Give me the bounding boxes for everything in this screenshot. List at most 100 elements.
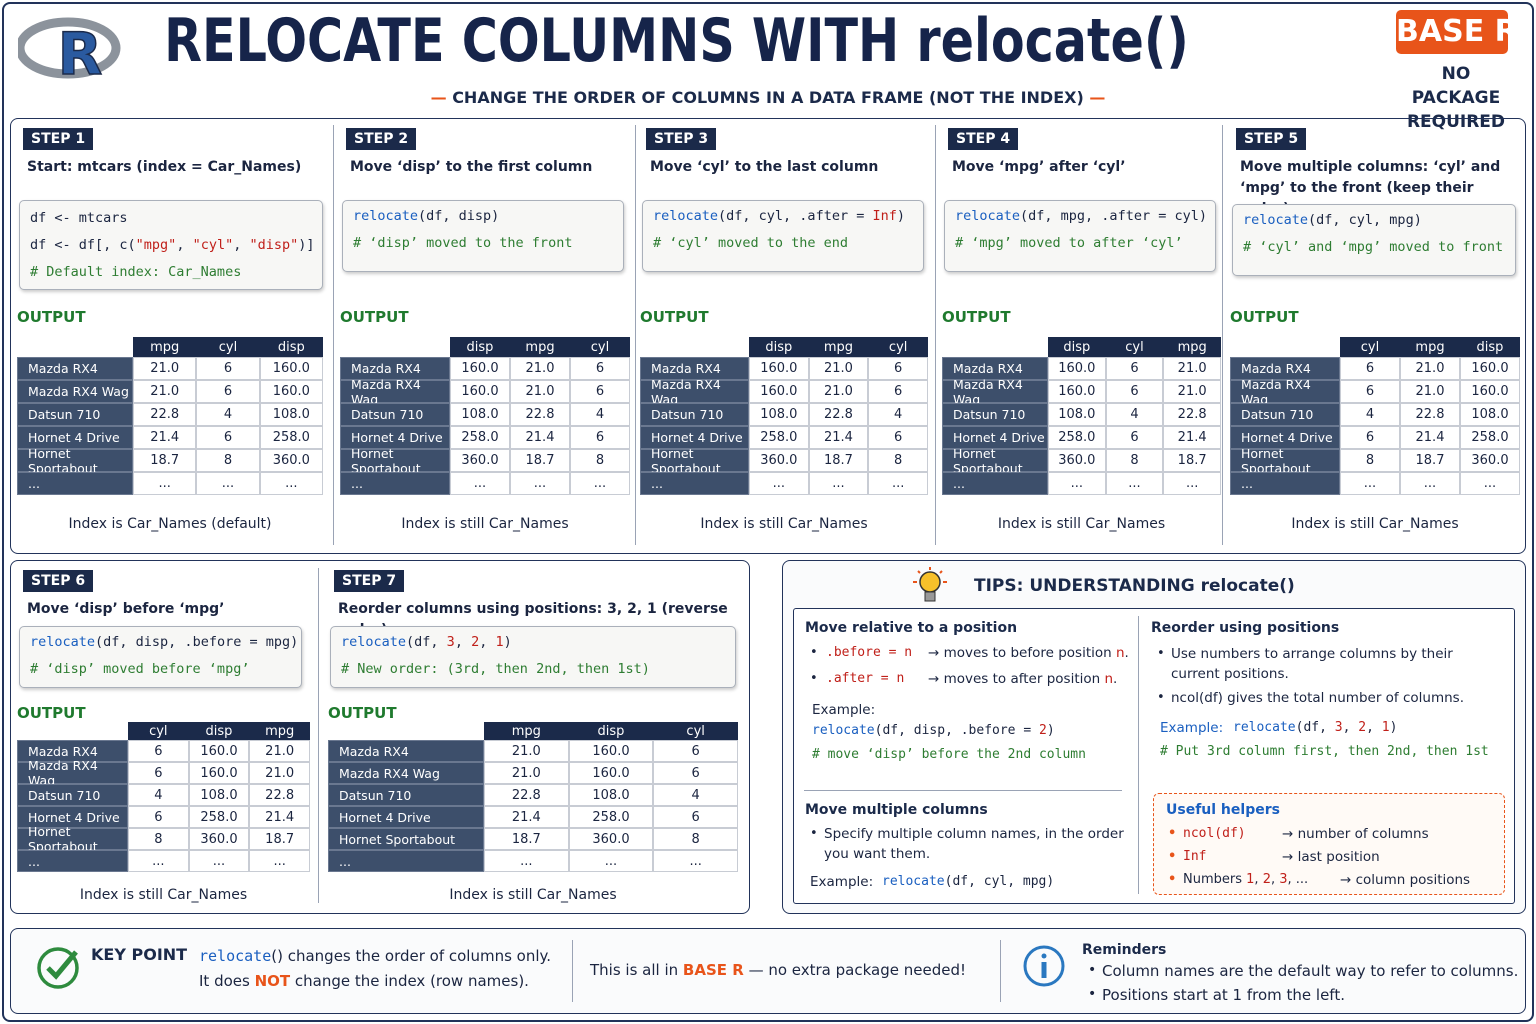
helper-text: → number of columns bbox=[1282, 826, 1429, 842]
row-name: Hornet 4 Drive bbox=[328, 806, 484, 828]
table-cell: 360.0 bbox=[749, 449, 809, 472]
table-cell: 108.0 bbox=[1048, 403, 1106, 426]
table-cell: 258.0 bbox=[450, 426, 510, 449]
code-line: # Default index: Car_Names bbox=[30, 264, 242, 280]
tip-comment: # Put 3rd column first, then 2nd, then 1… bbox=[1160, 744, 1489, 759]
table-cell: 108.0 bbox=[1460, 403, 1520, 426]
table-cell: 6 bbox=[868, 426, 928, 449]
r-logo: R bbox=[18, 17, 121, 89]
table-cell: 160.0 bbox=[568, 762, 654, 784]
table-cell: ... bbox=[128, 850, 189, 872]
table-cell: 360.0 bbox=[1048, 449, 1106, 472]
table-cell: ... bbox=[808, 472, 869, 495]
table-cell: ... bbox=[653, 850, 738, 872]
bullet: • bbox=[810, 826, 818, 841]
table-cell: 6 bbox=[196, 426, 260, 449]
row-name: Mazda RX4 bbox=[640, 357, 749, 380]
code-box: relocate(df, cyl, mpg) # ‘cyl’ and ‘mpg’ … bbox=[1232, 204, 1516, 276]
table-cell: 6 bbox=[196, 380, 260, 403]
column-header: cyl bbox=[1105, 337, 1164, 357]
tip-example-label: Example: bbox=[1160, 720, 1224, 736]
helper-text: → last position bbox=[1282, 849, 1380, 865]
bullet: • bbox=[1168, 849, 1177, 864]
column-header: cyl bbox=[128, 722, 189, 740]
column-header: disp bbox=[1048, 337, 1106, 357]
column-header: cyl bbox=[868, 337, 928, 357]
code-line: relocate(df, cyl, mpg) bbox=[1243, 212, 1422, 228]
row-name: Mazda RX4 bbox=[1230, 357, 1340, 380]
table-cell: 18.7 bbox=[133, 449, 197, 472]
table-cell: ... bbox=[868, 472, 928, 495]
index-note: Index is still Car_Names bbox=[449, 887, 617, 903]
column-header: disp bbox=[749, 337, 809, 357]
bullet: • bbox=[1157, 646, 1165, 661]
table-cell: 6 bbox=[1105, 426, 1164, 449]
divider bbox=[635, 125, 636, 545]
table-cell: 22.8 bbox=[510, 403, 570, 426]
row-name: ... bbox=[17, 850, 128, 872]
footer-panel bbox=[10, 928, 1526, 1014]
step-desc: Move ‘mpg’ after ‘cyl’ bbox=[952, 159, 1126, 175]
logo-letter: R bbox=[58, 20, 103, 88]
reminders-title: Reminders bbox=[1082, 942, 1167, 958]
table-cell: 160.0 bbox=[188, 740, 250, 762]
table-cell: ... bbox=[1460, 472, 1520, 495]
table-cell: ... bbox=[1105, 472, 1164, 495]
table-cell: 22.8 bbox=[133, 403, 197, 426]
subtitle: — CHANGE THE ORDER OF COLUMNS IN A DATA … bbox=[430, 88, 1106, 107]
row-name: Mazda RX4 Wag bbox=[1230, 377, 1340, 407]
table-cell: 8 bbox=[196, 449, 260, 472]
divider bbox=[572, 940, 573, 1002]
table-cell: 21.0 bbox=[133, 357, 197, 380]
row-name: Mazda RX4 bbox=[328, 740, 484, 762]
bullet: • bbox=[1168, 872, 1177, 887]
table-cell: 6 bbox=[128, 806, 189, 828]
helpers-title: Useful helpers bbox=[1166, 802, 1280, 818]
row-name: ... bbox=[942, 472, 1048, 495]
table-cell: 22.8 bbox=[1400, 403, 1460, 426]
table-cell: 160.0 bbox=[1048, 357, 1106, 380]
table-cell: 21.0 bbox=[808, 357, 869, 380]
row-name: Hornet Sportabout bbox=[17, 446, 133, 476]
table-cell: 108.0 bbox=[568, 784, 654, 806]
table-cell: 18.7 bbox=[484, 828, 569, 850]
code-line: df <- df[, c("mpg", "cyl", "disp")] bbox=[30, 237, 315, 253]
table-cell: 6 bbox=[1105, 357, 1164, 380]
column-header: mpg bbox=[133, 337, 197, 357]
table-cell: ... bbox=[568, 850, 654, 872]
table-cell: 21.4 bbox=[484, 806, 569, 828]
table-cell: 18.7 bbox=[249, 828, 310, 850]
table-cell: 21.0 bbox=[1400, 357, 1460, 380]
table-cell: 21.0 bbox=[484, 762, 569, 784]
column-header: disp bbox=[259, 337, 323, 357]
row-name: Mazda RX4 Wag bbox=[17, 380, 133, 403]
table-cell: 18.7 bbox=[1400, 449, 1460, 472]
key-line: relocate() changes the order of columns … bbox=[199, 947, 552, 965]
table-cell: ... bbox=[1163, 472, 1221, 495]
table-cell: 21.4 bbox=[133, 426, 197, 449]
table-cell: 108.0 bbox=[188, 784, 250, 806]
index-note: Index is Car_Names (default) bbox=[68, 516, 272, 532]
step-label: STEP 6 bbox=[23, 570, 94, 592]
table-cell: 6 bbox=[868, 380, 928, 403]
row-name: ... bbox=[340, 472, 450, 495]
table-cell: 360.0 bbox=[1460, 449, 1520, 472]
code-line: df <- mtcars bbox=[30, 210, 128, 226]
table-cell: 160.0 bbox=[1460, 380, 1520, 403]
table-cell: 21.4 bbox=[510, 426, 570, 449]
row-name: Mazda RX4 Wag bbox=[640, 377, 749, 407]
tip-heading: Move relative to a position bbox=[805, 620, 1018, 636]
column-header: disp bbox=[450, 337, 510, 357]
code-box: relocate(df, mpg, .after = cyl) # ‘mpg’ m… bbox=[944, 200, 1216, 272]
row-name: Datsun 710 bbox=[1230, 403, 1340, 426]
column-header: mpg bbox=[1163, 337, 1221, 357]
row-name: Hornet Sportabout bbox=[1230, 446, 1340, 476]
step-desc: Move ‘cyl’ to the last column bbox=[650, 159, 879, 175]
column-header: disp bbox=[568, 722, 654, 740]
step-desc: Move ‘disp’ before ‘mpg’ bbox=[27, 601, 225, 617]
row-name: Mazda RX4 bbox=[17, 740, 128, 762]
table-cell: 108.0 bbox=[749, 403, 809, 426]
table-cell: 6 bbox=[128, 740, 189, 762]
table-cell: 22.8 bbox=[808, 403, 869, 426]
